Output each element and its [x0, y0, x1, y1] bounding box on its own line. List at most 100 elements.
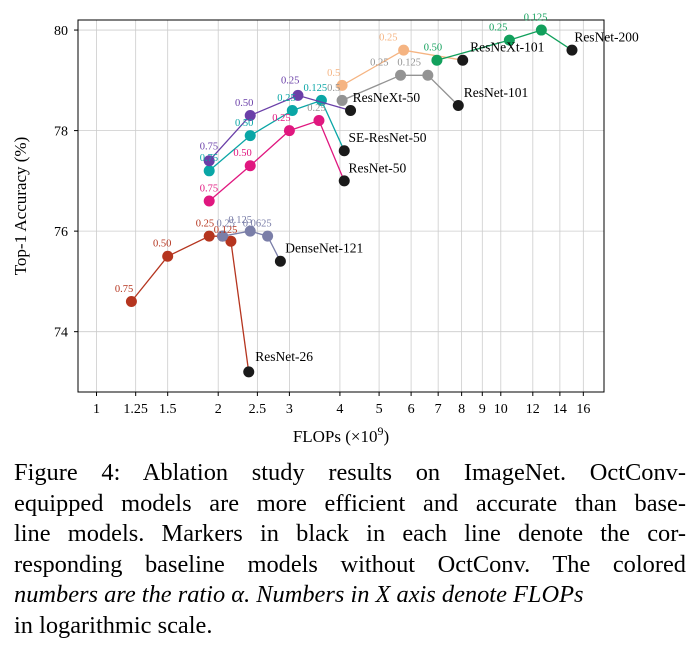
- resnet-101-point: [336, 94, 348, 106]
- densenet-121-baseline-point: [274, 255, 286, 267]
- densenet-121-point: [244, 225, 256, 237]
- resnet-101-point: [395, 69, 407, 81]
- caption-line-6: in logarithmic scale.: [14, 611, 213, 639]
- resnet-200-point: [431, 54, 443, 66]
- x-tick-label: 2: [215, 402, 222, 417]
- x-tick-label: 8: [458, 402, 465, 417]
- alpha-label: 0.25: [196, 219, 214, 230]
- caption-line-5a: numbers are the ratio: [14, 581, 232, 609]
- x-tick-label: 10: [494, 402, 508, 417]
- resnet-26-point: [203, 230, 215, 242]
- model-label-resnext-101: ResNeXt-101: [470, 40, 544, 55]
- alpha-label: 0.25: [216, 219, 234, 230]
- model-label-resnet-200: ResNet-200: [574, 30, 639, 45]
- resnext-50-point: [292, 89, 304, 101]
- x-axis-label-sup: 9: [378, 424, 384, 438]
- y-tick-label: 76: [54, 225, 68, 240]
- alpha-symbol: α: [231, 581, 245, 609]
- se-resnet-50-point: [244, 130, 256, 142]
- caption-line-5: numbers are the ratio α. Numbers in X ax…: [14, 580, 686, 611]
- resnet-26-point: [125, 296, 137, 308]
- figure-caption: Figure 4: Ablation study results on Imag…: [14, 458, 686, 642]
- alpha-label: 0.25: [489, 23, 507, 34]
- resnet-200-baseline-point: [566, 44, 578, 56]
- x-tick-label: 1.5: [159, 402, 177, 417]
- series-group: [125, 24, 578, 378]
- resnext-101-point: [336, 79, 348, 91]
- x-tick-label: 5: [376, 402, 383, 417]
- alpha-label: 0.50: [235, 98, 253, 109]
- alpha-label: 0.5: [327, 68, 340, 79]
- model-label-resnet-50: ResNet-50: [348, 160, 406, 175]
- alpha-label: 0.75: [200, 153, 218, 164]
- resnet-101-line: [341, 74, 459, 106]
- model-label-se-resnet-50: SE-ResNet-50: [348, 130, 426, 145]
- alpha-label: 0.50: [424, 43, 442, 54]
- alpha-label: 0.125: [303, 83, 327, 94]
- x-tick-label: 2.5: [249, 402, 267, 417]
- resnext-50-line: [208, 94, 351, 162]
- x-tick-label: 9: [479, 402, 486, 417]
- densenet-121-point: [262, 230, 274, 242]
- se-resnet-50-point: [286, 104, 298, 116]
- alpha-label: 0.125: [397, 58, 421, 69]
- x-tick-label: 16: [576, 402, 590, 417]
- y-tick-label: 78: [54, 125, 68, 140]
- grid: [78, 20, 604, 392]
- resnext-50-point: [244, 110, 256, 122]
- alpha-label: 0.25: [277, 93, 295, 104]
- x-tick-label: 7: [435, 402, 442, 417]
- y-axis-label: Top-1 Accuracy (%): [11, 137, 30, 276]
- densenet-121-line: [222, 230, 281, 262]
- resnet-50-point: [283, 125, 295, 137]
- x-axis-label-text: FLOPs (×10: [293, 427, 378, 446]
- resnext-101-point: [398, 44, 410, 56]
- x-tick-label: 3: [286, 402, 293, 417]
- se-resnet-50-baseline-point: [338, 145, 350, 157]
- x-axis-label-end: ): [384, 427, 390, 446]
- resnext-50-baseline-point: [345, 104, 357, 116]
- x-tick-label: 12: [526, 402, 540, 417]
- alpha-label: 0.25: [281, 75, 299, 86]
- caption-line-2: equipped models are more efficient and a…: [14, 489, 686, 517]
- alpha-label: 0.75: [200, 142, 218, 153]
- resnet-26-point: [162, 250, 174, 262]
- alpha-label: 0.125: [524, 12, 548, 23]
- resnet-50-baseline-point: [338, 175, 350, 187]
- resnet-50-line: [208, 119, 345, 202]
- alpha-label: 0.125: [214, 225, 238, 236]
- model-label-resnet-26: ResNet-26: [255, 349, 313, 364]
- model-label-densenet-121: DenseNet-121: [285, 241, 363, 256]
- x-tick-label: 1.25: [123, 402, 148, 417]
- x-tick-label: 6: [408, 402, 415, 417]
- alpha-label: 0.125: [228, 215, 252, 226]
- x-tick-label: 1: [93, 402, 100, 417]
- plot-frame: [77, 19, 605, 393]
- densenet-121-point: [217, 230, 229, 242]
- resnet-101-point: [422, 69, 434, 81]
- alpha-label: 0.25: [307, 103, 325, 114]
- alpha-label: 0.5: [327, 83, 340, 94]
- alpha-label: 0.25: [370, 58, 388, 69]
- alpha-label: 0.50: [235, 118, 253, 129]
- alpha-label: 0.0625: [243, 219, 272, 230]
- x-axis-label: FLOPs (×109): [293, 424, 389, 446]
- model-label-resnext-50: ResNeXt-50: [353, 90, 421, 105]
- y-tick-label: 80: [54, 24, 68, 39]
- caption-line-4: responding baseline models without OctCo…: [14, 550, 686, 578]
- alpha-label: 0.25: [379, 33, 397, 44]
- resnet-50-point: [203, 195, 215, 207]
- figure-chart: 1 1.25 1.5 2 2.5 3 4 5 6 7 8 9 10 12 14 16 74 76 78 80 0.75…: [11, 12, 639, 446]
- resnet-101-baseline-point: [452, 99, 464, 111]
- resnext-101-baseline-point: [457, 54, 469, 66]
- caption-line-3: line models. Markers in black in each li…: [14, 520, 686, 548]
- model-label-resnet-101: ResNet-101: [464, 85, 529, 100]
- x-tick-label: 14: [553, 402, 567, 417]
- annotations: 0.750.500.250.1250.250.1250.06250.750.50…: [115, 12, 639, 363]
- resnet-200-point: [503, 34, 515, 46]
- caption-line-5b: . Numbers in X axis denote FLOPs: [244, 581, 584, 609]
- resnet-50-point: [244, 160, 256, 172]
- se-resnet-50-point: [203, 165, 215, 177]
